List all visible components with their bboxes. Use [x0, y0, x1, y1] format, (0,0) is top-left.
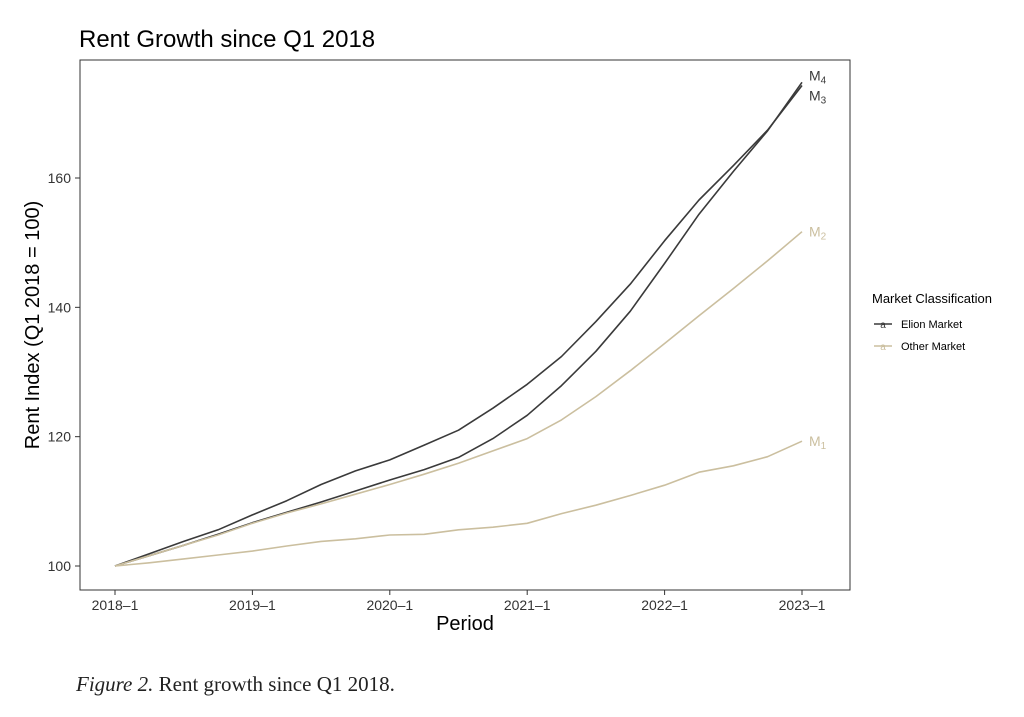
caption-text: Rent growth since Q1 2018. — [153, 672, 395, 696]
legend-key-glyph: a — [880, 342, 886, 353]
y-axis: 100 120 140 160 — [48, 170, 80, 574]
y-axis-title: Rent Index (Q1 2018 = 100) — [22, 201, 44, 450]
chart-title: Rent Growth since Q1 2018 — [79, 26, 375, 53]
series-line-m1 — [114, 440, 803, 567]
series-label-m2: M2 — [809, 224, 827, 243]
x-axis: 2018–1 2019–1 2020–1 2021–1 2022–1 2023–1 — [92, 590, 826, 613]
x-tick-label: 2019–1 — [229, 597, 276, 613]
legend-entry: a Other Market — [874, 341, 965, 353]
y-tick-label: 160 — [48, 170, 72, 186]
series-line-m2 — [114, 231, 803, 567]
x-tick-label: 2021–1 — [504, 597, 551, 613]
legend-key-glyph: a — [880, 320, 886, 331]
series-line-m4 — [114, 85, 803, 567]
legend-label: Elion Market — [901, 319, 962, 331]
y-tick-label: 140 — [48, 299, 72, 315]
series-label-m1: M1 — [809, 433, 827, 452]
x-axis-title: Period — [436, 613, 494, 635]
series-label-m4: M4 — [809, 68, 827, 87]
legend: Market Classification a Elion Market a Othe… — [872, 291, 992, 353]
legend-entry: a Elion Market — [874, 319, 962, 331]
figure-caption: Figure 2. Rent growth since Q1 2018. — [76, 672, 395, 697]
plot-frame — [79, 59, 851, 591]
y-tick-label: 100 — [48, 558, 72, 574]
legend-title: Market Classification — [872, 291, 992, 306]
y-tick-label: 120 — [48, 429, 72, 445]
legend-label: Other Market — [901, 341, 965, 353]
x-tick-label: 2020–1 — [366, 597, 413, 613]
series-label-m3: M3 — [809, 87, 827, 106]
series-layer — [114, 81, 803, 567]
x-tick-label: 2023–1 — [779, 597, 826, 613]
x-tick-label: 2018–1 — [92, 597, 139, 613]
caption-figure-number: Figure 2. — [76, 672, 154, 696]
series-line-m3 — [114, 81, 803, 567]
x-tick-label: 2022–1 — [641, 597, 688, 613]
